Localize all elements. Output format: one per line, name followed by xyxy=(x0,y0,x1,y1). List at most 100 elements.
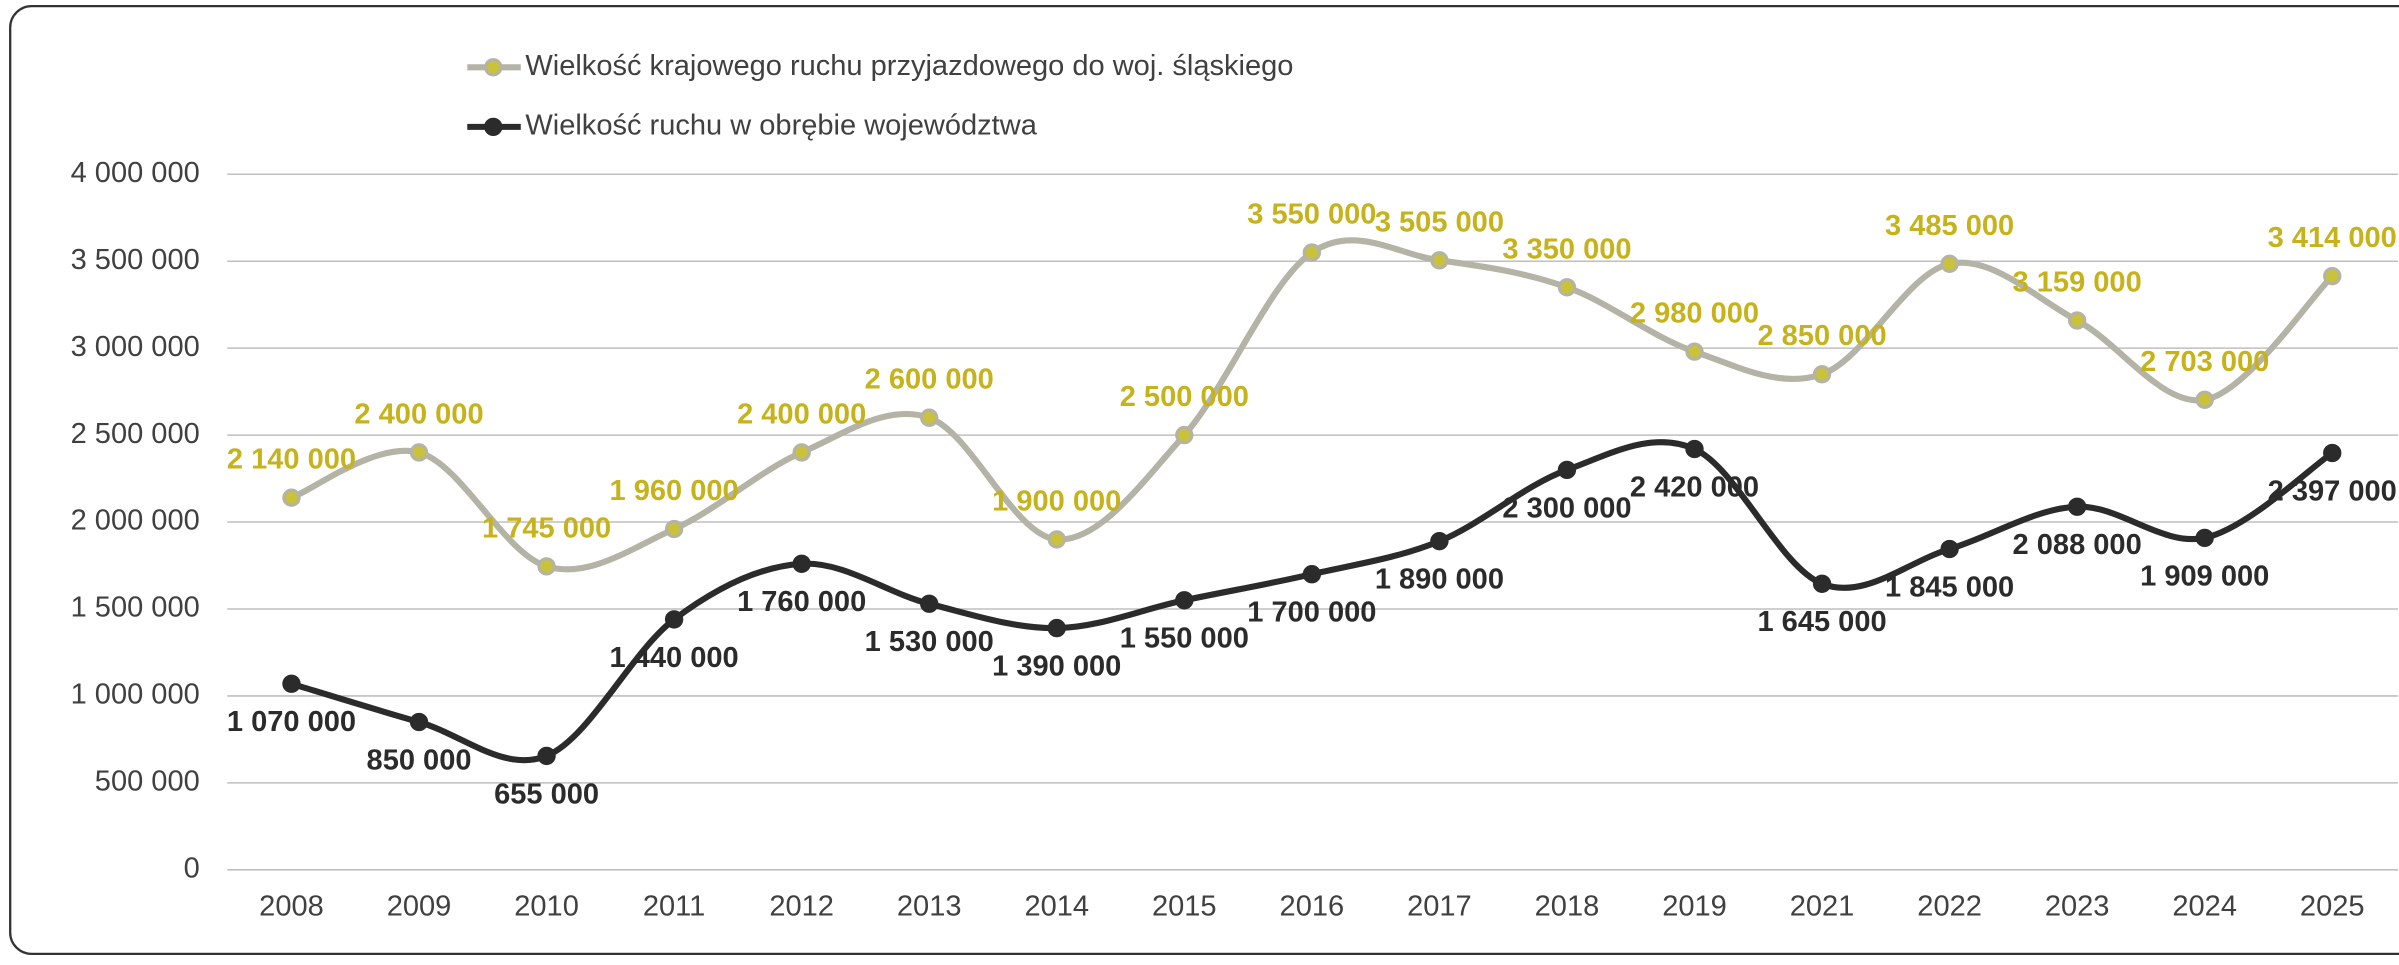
x-tick-label: 2015 xyxy=(1152,891,1217,923)
data-point xyxy=(2067,311,2087,330)
data-label: 3 414 000 xyxy=(2268,222,2397,254)
data-point xyxy=(1557,278,1577,297)
legend-marker xyxy=(484,58,503,77)
data-label: 1 960 000 xyxy=(610,475,739,507)
y-tick-label: 2 000 000 xyxy=(71,505,200,537)
y-tick-label: 1 500 000 xyxy=(71,592,200,624)
series-line xyxy=(290,237,2335,573)
data-label: 1 390 000 xyxy=(992,651,1121,683)
y-tick-label: 3 000 000 xyxy=(71,331,200,363)
data-label: 3 505 000 xyxy=(1375,206,1504,238)
data-label: 2 400 000 xyxy=(354,398,483,430)
data-label: 2 600 000 xyxy=(865,364,994,396)
data-label: 2 088 000 xyxy=(2013,529,2142,561)
x-tick-label: 2024 xyxy=(2172,891,2237,923)
data-point xyxy=(2067,497,2087,516)
data-label: 2 420 000 xyxy=(1630,471,1759,503)
data-label: 2 850 000 xyxy=(1757,320,1886,352)
data-label: 2 980 000 xyxy=(1630,298,1759,330)
y-tick-label: 500 000 xyxy=(95,766,200,798)
y-tick-label: 0 xyxy=(184,852,200,884)
frame xyxy=(9,4,2399,956)
data-point xyxy=(920,408,939,427)
data-point xyxy=(1430,251,1449,270)
x-tick-label: 2021 xyxy=(1790,891,1855,923)
data-label: 1 700 000 xyxy=(1247,597,1376,629)
data-point xyxy=(1430,531,1449,551)
data-label: 1 530 000 xyxy=(865,626,994,658)
x-tick-label: 2019 xyxy=(1662,891,1727,923)
data-point xyxy=(1302,243,1322,262)
data-point xyxy=(920,594,939,613)
legend-label: Wielkość ruchu w obrębie województwa xyxy=(525,110,1037,142)
data-point xyxy=(1940,539,1959,559)
data-point xyxy=(664,519,684,539)
data-point xyxy=(1557,460,1577,480)
x-tick-label: 2013 xyxy=(897,891,962,923)
data-point xyxy=(1685,342,1704,361)
data-point xyxy=(792,443,811,462)
data-point xyxy=(2323,266,2342,286)
x-tick-label: 2011 xyxy=(643,891,705,923)
data-point xyxy=(1047,530,1066,549)
data-point xyxy=(2195,528,2214,548)
x-tick-label: 2008 xyxy=(259,891,324,923)
data-label: 1 845 000 xyxy=(1885,571,2014,603)
data-point xyxy=(2323,443,2342,463)
data-point xyxy=(1302,565,1322,584)
y-tick-label: 4 000 000 xyxy=(71,157,200,189)
x-tick-label: 2010 xyxy=(514,891,579,923)
data-label: 2 703 000 xyxy=(2140,346,2269,378)
data-point xyxy=(1940,254,1959,273)
legend-marker xyxy=(484,117,503,137)
data-point xyxy=(2195,390,2214,409)
x-tick-label: 2018 xyxy=(1535,891,1600,923)
data-label: 1 070 000 xyxy=(227,706,356,738)
x-tick-label: 2023 xyxy=(2045,891,2110,923)
data-label: 1 440 000 xyxy=(610,642,739,674)
x-tick-label: 2025 xyxy=(2300,891,2365,923)
data-label: 2 400 000 xyxy=(737,398,866,430)
data-point xyxy=(537,557,556,576)
x-tick-label: 2022 xyxy=(1917,891,1982,923)
data-point xyxy=(409,712,429,732)
data-label: 3 550 000 xyxy=(1247,198,1376,230)
x-tick-label: 2009 xyxy=(387,891,452,923)
data-point xyxy=(664,610,684,629)
data-point xyxy=(1175,425,1194,445)
data-point xyxy=(282,674,301,693)
y-tick-label: 2 500 000 xyxy=(71,418,200,450)
data-label: 1 745 000 xyxy=(482,512,611,544)
data-label: 1 890 000 xyxy=(1375,564,1504,596)
x-tick-label: 2014 xyxy=(1024,891,1089,923)
data-label: 3 350 000 xyxy=(1502,233,1631,265)
x-tick-label: 2017 xyxy=(1407,891,1472,923)
data-label: 1 900 000 xyxy=(992,485,1121,517)
data-point xyxy=(537,746,556,766)
x-tick-label: 2016 xyxy=(1280,891,1345,923)
data-label: 1 645 000 xyxy=(1757,606,1886,638)
x-tick-label: 2012 xyxy=(769,891,834,923)
data-label: 3 485 000 xyxy=(1885,210,2014,242)
y-tick-label: 1 000 000 xyxy=(71,679,200,711)
data-point xyxy=(1175,591,1194,610)
legend-label: Wielkość krajowego ruchu przyjazdowego d… xyxy=(525,50,1293,82)
data-label: 1 760 000 xyxy=(737,586,866,618)
data-label: 1 909 000 xyxy=(2140,560,2269,592)
data-label: 3 159 000 xyxy=(2013,266,2142,298)
data-point xyxy=(409,443,429,462)
data-label: 1 550 000 xyxy=(1120,623,1249,655)
data-point xyxy=(1812,574,1832,593)
data-label: 850 000 xyxy=(367,744,472,776)
data-label: 2 140 000 xyxy=(227,444,356,476)
data-point xyxy=(1047,618,1066,638)
data-label: 2 397 000 xyxy=(2268,475,2397,507)
data-label: 655 000 xyxy=(494,778,599,810)
data-label: 2 300 000 xyxy=(1502,492,1631,524)
data-point xyxy=(1685,439,1704,459)
data-point xyxy=(282,488,301,507)
data-point xyxy=(1812,365,1832,384)
data-point xyxy=(792,554,811,573)
